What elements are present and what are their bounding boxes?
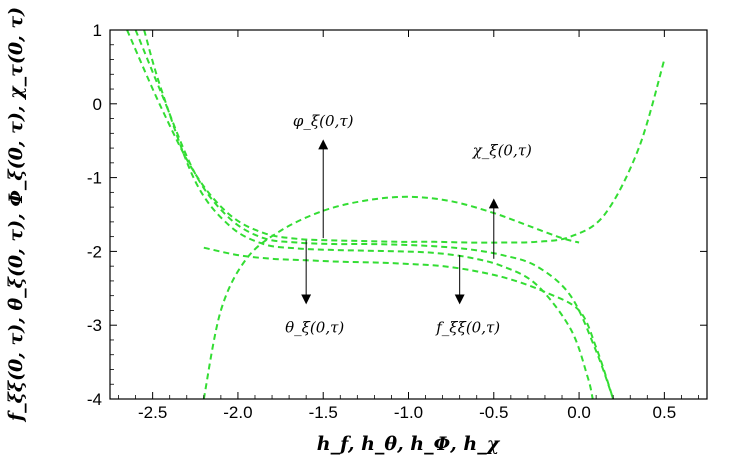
- x-tick-label: -1.5: [309, 403, 338, 422]
- series-line-3: [143, 30, 594, 399]
- y-tick-label: -1: [87, 169, 102, 188]
- x-tick-label: -1.0: [394, 403, 423, 422]
- x-tick-label: 0.0: [567, 403, 591, 422]
- annotation-label-1: φ_ξ(0,τ): [293, 112, 354, 130]
- y-axis-title: f_ξξ(0, τ), θ_ξ(0, τ), Φ_ξ(0, τ), χ_τ(0,…: [5, 7, 27, 423]
- plot-frame: [109, 29, 708, 400]
- series-line-1: [126, 30, 666, 244]
- x-tick-label: -2.5: [138, 403, 167, 422]
- annotation-label-4: f_ξξ(0,τ): [435, 319, 500, 337]
- x-tick-label: 0.5: [653, 403, 677, 422]
- annotation-label-2: χ_ξ(0,τ): [472, 141, 532, 159]
- annotation-label-3: θ_ξ(0,τ): [285, 319, 344, 337]
- y-tick-label: 0: [93, 95, 102, 114]
- curves-group: [126, 30, 666, 399]
- x-tick-label: -2.0: [223, 403, 252, 422]
- y-tick-label: -2: [87, 242, 102, 261]
- x-tick-label: -0.5: [479, 403, 508, 422]
- annotations-group: φ_ξ(0,τ) χ_ξ(0,τ) θ_ξ(0,τ) f_ξξ(0,τ): [285, 112, 532, 337]
- series-line-2: [134, 30, 615, 399]
- y-axis: 1 0 -1 -2 -3 -4: [87, 21, 707, 409]
- x-axis-title: h_f, h_θ, h_Φ, h_χ: [317, 433, 501, 455]
- y-tick-label: -3: [87, 316, 102, 335]
- series-line-5: [203, 246, 615, 399]
- x-axis: -2.5 -2.0 -1.5 -1.0 -0.5 0.0 0.5: [118, 30, 699, 422]
- series-line-4: [202, 195, 580, 399]
- y-tick-label: -4: [87, 390, 102, 409]
- y-tick-label: 1: [93, 21, 102, 40]
